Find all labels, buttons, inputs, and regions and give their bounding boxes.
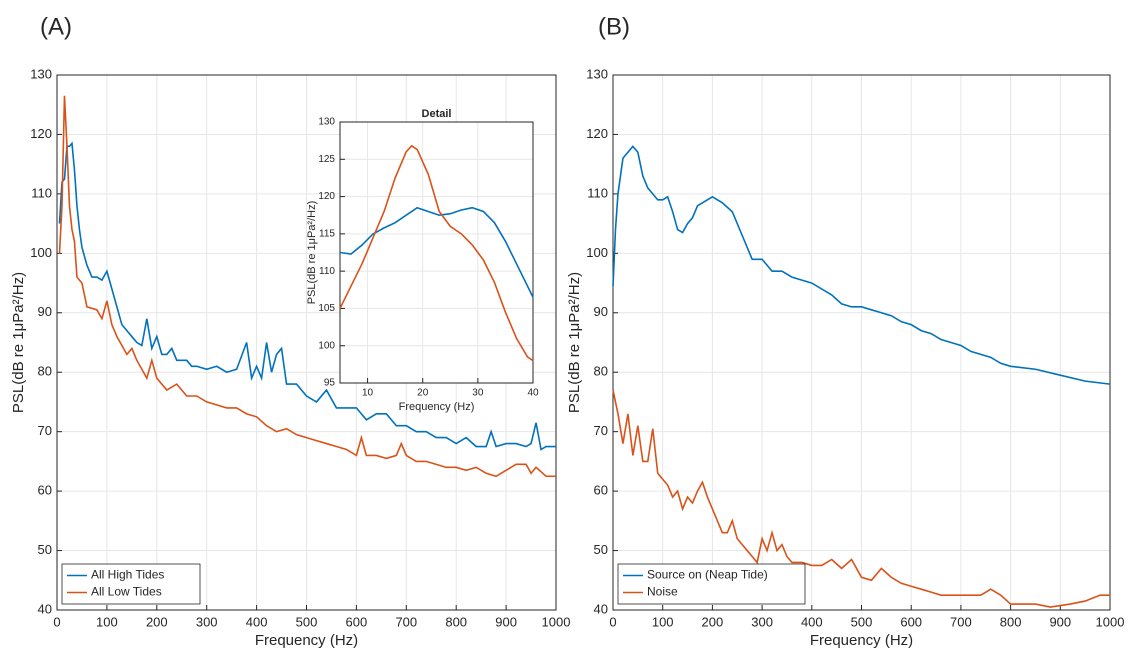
series-line [58, 95, 556, 478]
x-tick-label: 600 [900, 614, 922, 629]
legend-box [61, 563, 201, 605]
series-line [612, 389, 1110, 608]
y-tick-label: 100 [318, 340, 335, 351]
x-axis-label: Frequency (Hz) [810, 632, 913, 649]
y-tick-label: 105 [318, 303, 335, 314]
x-tick-label: 1000 [542, 614, 571, 629]
y-tick-label: 60 [38, 483, 52, 498]
x-tick-label: 20 [417, 388, 429, 399]
y-axis-label: PSL(dB re 1μPa²/Hz) [306, 201, 318, 305]
x-tick-label: 100 [652, 614, 674, 629]
x-tick-label: 200 [146, 614, 168, 629]
y-tick-label: 120 [30, 126, 52, 141]
x-tick-label: 500 [296, 614, 318, 629]
legend-box [617, 563, 806, 605]
x-tick-label: 0 [609, 614, 616, 629]
y-tick-label: 90 [38, 304, 52, 319]
x-axis-label: Frequency (Hz) [399, 401, 475, 413]
x-tick-label: 0 [53, 614, 60, 629]
y-tick-label: 110 [31, 185, 52, 200]
x-tick-label: 700 [395, 614, 417, 629]
legend-label: Source on (Neap Tide) [647, 568, 768, 582]
y-tick-label: 100 [586, 245, 608, 260]
legend-label: All High Tides [91, 568, 164, 582]
legend-label: All Low Tides [91, 585, 162, 599]
panel-label: (B) [598, 13, 630, 40]
x-tick-label: 1000 [1096, 614, 1125, 629]
y-tick-label: 100 [30, 245, 52, 260]
x-tick-label: 700 [950, 614, 972, 629]
y-tick-label: 80 [38, 364, 52, 379]
x-tick-label: 400 [246, 614, 268, 629]
x-tick-label: 10 [362, 388, 374, 399]
y-tick-label: 50 [38, 542, 52, 557]
y-tick-label: 90 [594, 304, 608, 319]
axes-frame [612, 74, 1111, 611]
x-tick-label: 30 [472, 388, 484, 399]
x-tick-label: 40 [527, 388, 539, 399]
series-line [612, 145, 1111, 385]
y-tick-label: 110 [587, 185, 608, 200]
plot-area [340, 122, 533, 383]
x-tick-label: 800 [1000, 614, 1022, 629]
x-tick-label: 300 [751, 614, 773, 629]
y-axis-label: PSL(dB re 1μPa²/Hz) [10, 272, 27, 413]
series-line [58, 141, 556, 451]
x-tick-label: 800 [445, 614, 467, 629]
y-tick-label: 130 [586, 66, 608, 81]
y-tick-label: 80 [594, 364, 608, 379]
y-tick-label: 125 [318, 154, 335, 165]
x-tick-label: 100 [96, 614, 118, 629]
y-tick-label: 130 [318, 117, 335, 128]
x-tick-label: 400 [801, 614, 823, 629]
series-line [339, 144, 534, 362]
y-tick-label: 95 [324, 378, 336, 389]
x-tick-label: 900 [495, 614, 517, 629]
y-axis-label: PSL(dB re 1μPa²/Hz) [566, 272, 583, 413]
x-tick-label: 300 [196, 614, 218, 629]
y-tick-label: 70 [594, 423, 608, 438]
x-tick-label: 500 [851, 614, 873, 629]
x-tick-label: 900 [1049, 614, 1071, 629]
x-tick-label: 600 [346, 614, 368, 629]
x-axis-label: Frequency (Hz) [255, 632, 358, 649]
y-tick-label: 120 [586, 126, 608, 141]
y-tick-label: 110 [319, 266, 335, 277]
y-tick-label: 130 [30, 66, 52, 81]
panel-label: (A) [40, 13, 72, 40]
x-tick-label: 200 [702, 614, 724, 629]
y-tick-label: 120 [318, 191, 335, 202]
chart-title: Detail [422, 108, 452, 120]
legend-label: Noise [647, 585, 678, 599]
y-tick-label: 40 [38, 601, 52, 616]
y-tick-label: 40 [594, 601, 608, 616]
axes-frame [56, 74, 557, 611]
y-tick-label: 50 [594, 542, 608, 557]
y-tick-label: 115 [319, 228, 335, 239]
y-tick-label: 70 [38, 423, 52, 438]
y-tick-label: 60 [594, 483, 608, 498]
series-line [339, 206, 534, 298]
